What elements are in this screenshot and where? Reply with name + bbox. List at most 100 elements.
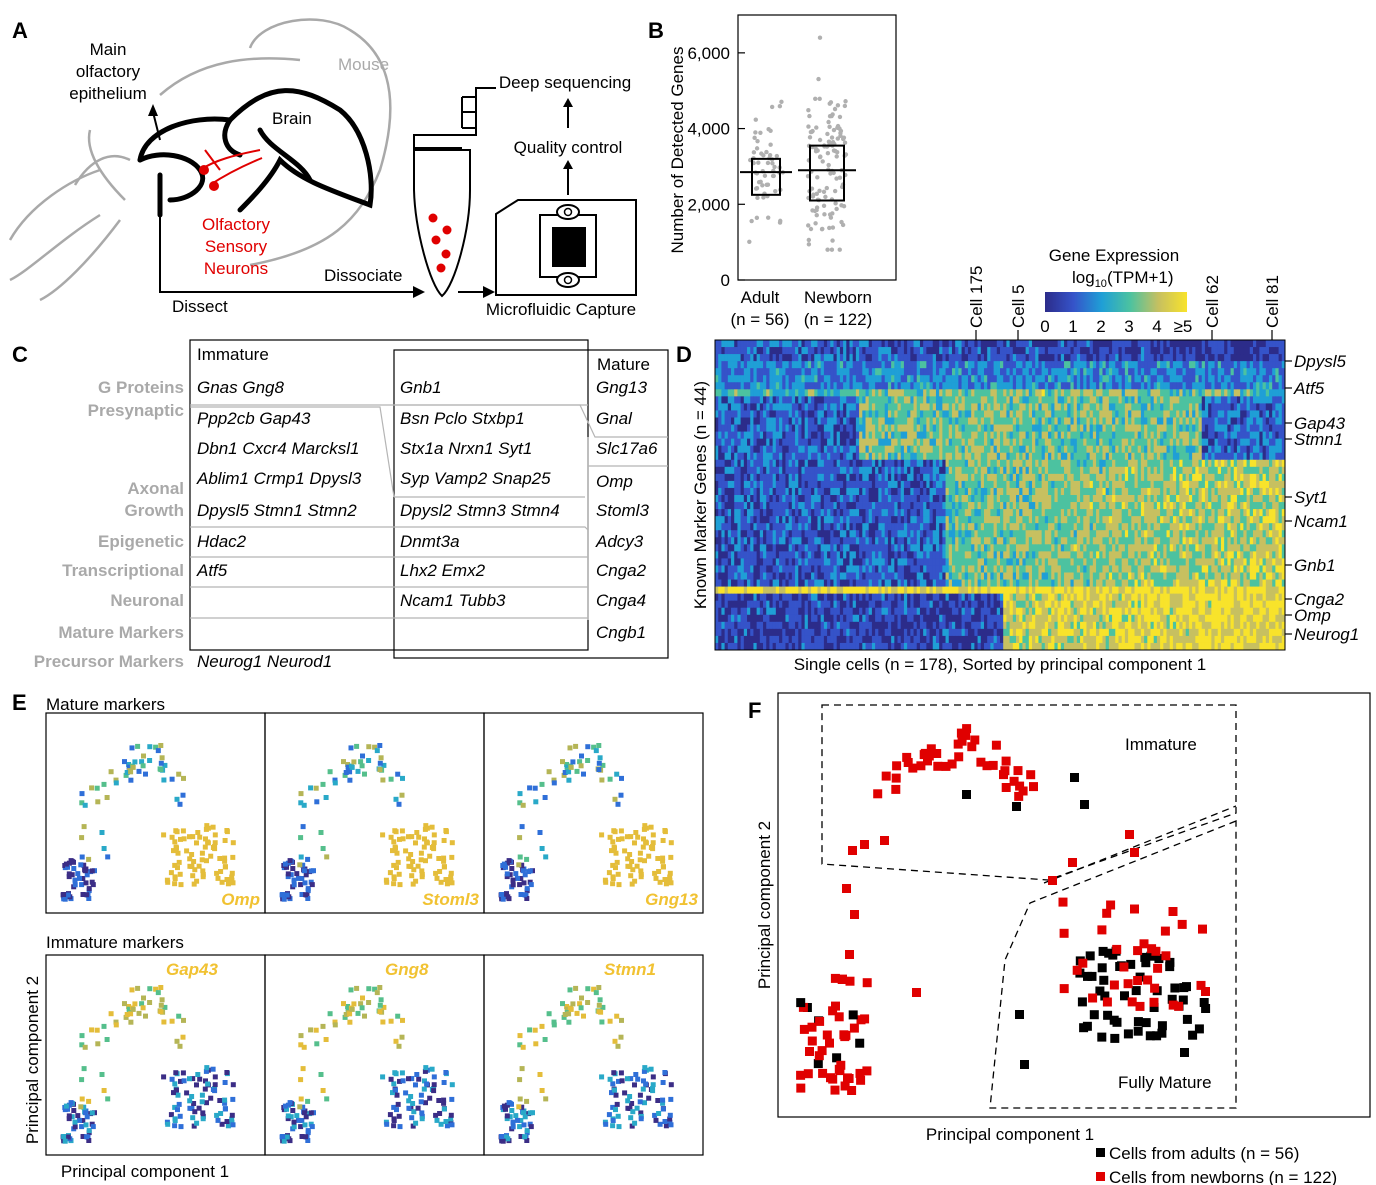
heatmap-cell [980,403,985,411]
heatmap-cell [1124,368,1129,376]
heatmap-cell [1192,382,1196,390]
heatmap-cell [775,495,780,503]
heatmap-cell [1076,361,1081,369]
heatmap-cell [897,473,902,482]
heatmap-cell [1220,480,1225,489]
heatmap-cell [759,417,764,425]
heatmap-cell [839,417,844,425]
heatmap-cell [1044,502,1049,510]
box-iqr [809,144,845,202]
heatmap-cell [1246,389,1251,397]
heatmap-cell [923,466,927,475]
heatmap-cell [791,431,796,440]
heatmap-cell [948,438,953,447]
heatmap-cell [721,452,725,461]
heatmap-cell [731,403,735,411]
heatmap-cell [910,361,914,369]
panel-label-c: C [12,342,28,367]
heatmap-cell [1003,410,1007,418]
middle-gene-row: Dnmt3a [400,532,460,551]
heatmap-cell [1057,417,1062,425]
heatmap-cell [1118,502,1123,510]
heatmap-cell [839,466,844,475]
heatmap-cell [721,516,725,524]
heatmap-cell [1051,495,1055,503]
heatmap-cell [1147,410,1151,418]
heatmap-cell [951,480,956,489]
heatmap-cell [1144,382,1148,390]
heatmap-cell [878,438,882,447]
heatmap-cell [868,480,873,489]
heatmap-cell [1195,375,1199,383]
heatmap-cell [862,459,866,468]
heatmap-cell [1112,361,1116,369]
heatmap-cell [795,410,799,418]
heatmap-cell [1057,480,1062,489]
heatmap-cell [1096,361,1100,369]
heatmap-cell [1022,368,1027,376]
heatmap-cell [1115,487,1119,496]
heatmap-cell [993,523,998,531]
heatmap-cell [1016,480,1020,489]
heatmap-cell [951,382,956,390]
heatmap-cell [887,459,892,468]
heatmap-cell [1268,375,1273,383]
heatmap-cell [1169,382,1174,390]
heatmap-cell [1278,417,1283,425]
heatmap-cell [1115,495,1119,503]
heatmap-cell [814,347,818,355]
heatmap-cell [974,347,978,355]
heatmap-cell [1150,410,1155,418]
gene-count-point [834,206,839,212]
heatmap-cell [1128,382,1132,390]
heatmap-cell [907,375,911,383]
heatmap-cell [1172,410,1177,418]
heatmap-cell [1150,487,1155,496]
heatmap-cell [740,410,745,418]
heatmap-cell [1150,459,1155,468]
heatmap-cell [852,375,857,383]
heatmap-cell [1076,466,1081,475]
heatmap-cell [977,410,982,418]
heatmap-cell [945,340,950,348]
heatmap-cell [1259,473,1263,482]
heatmap-cell [1108,375,1113,383]
heatmap-cell [855,340,860,348]
heatmap-cell [871,417,876,425]
heatmap-cell [1092,347,1097,355]
heatmap-cell [747,487,751,496]
heatmap-cell [727,502,732,510]
heatmap-cell [763,361,767,369]
heatmap-cell [916,438,921,447]
heatmap-cell [759,480,764,489]
heatmap-cell [1278,452,1283,461]
heatmap-cell [932,452,937,461]
heatmap-cell [1217,417,1222,425]
heatmap-cell [948,368,953,376]
heatmap-cell [1035,361,1039,369]
heatmap-cell [823,375,828,383]
heatmap-cell [977,495,982,503]
heatmap-cell [833,368,838,376]
heatmap-cell [1262,516,1267,524]
heatmap-cell [1227,445,1231,454]
gene-count-point [762,173,768,178]
heatmap-cell [983,361,988,369]
heatmap-cell [1256,361,1260,369]
heatmap-cell [983,347,988,355]
heatmap-cell [747,396,751,404]
heatmap-cell [1163,417,1167,425]
heatmap-cell [775,473,780,482]
heatmap-cell [1166,438,1171,447]
heatmap-cell [1265,480,1270,489]
heatmap-cell [993,452,998,461]
heatmap-cell [980,354,985,362]
heatmap-cell [1112,354,1116,362]
heatmap-cell [820,487,825,496]
heatmap-cell [1019,480,1023,489]
heatmap-cell [1070,340,1075,348]
heatmap-cell [1144,417,1148,425]
heatmap-cell [900,361,905,369]
heatmap-cell [1134,445,1139,454]
heatmap-cell [1012,509,1017,517]
